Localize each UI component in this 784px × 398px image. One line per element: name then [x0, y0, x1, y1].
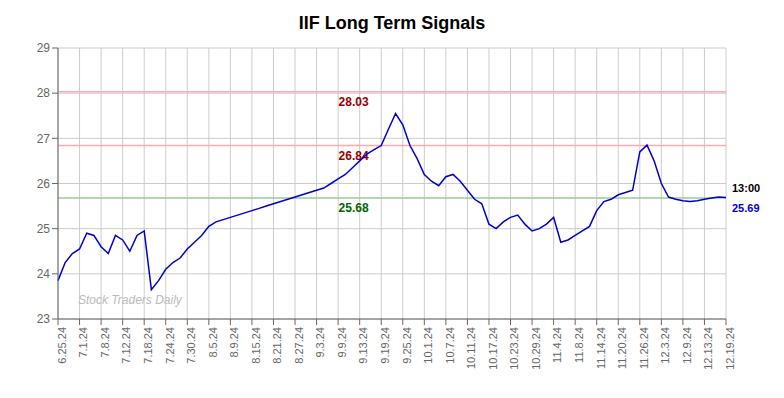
svg-text:10.17.24: 10.17.24 [487, 327, 499, 370]
svg-text:11.26.24: 11.26.24 [638, 327, 650, 369]
svg-text:27: 27 [37, 132, 51, 146]
svg-text:24: 24 [37, 267, 51, 281]
svg-text:11.4.24: 11.4.24 [551, 327, 563, 363]
svg-text:10.23.24: 10.23.24 [508, 327, 520, 370]
svg-text:25.69: 25.69 [732, 202, 760, 214]
svg-text:10.1.24: 10.1.24 [422, 327, 434, 364]
svg-text:11.8.24: 11.8.24 [573, 327, 585, 363]
svg-text:28: 28 [37, 86, 51, 100]
svg-text:9.3.24: 9.3.24 [314, 327, 326, 358]
svg-text:8.21.24: 8.21.24 [271, 327, 283, 364]
svg-text:9.19.24: 9.19.24 [379, 327, 391, 364]
svg-text:7.18.24: 7.18.24 [142, 327, 154, 364]
html-text:IIF Long Term Signals: IIF Long Term Signals [298, 13, 486, 33]
svg-text:12.19.24: 12.19.24 [724, 327, 736, 370]
svg-text:12.3.24: 12.3.24 [659, 327, 671, 364]
svg-text:9.13.24: 9.13.24 [357, 327, 369, 364]
svg-text:10.7.24: 10.7.24 [444, 327, 456, 364]
svg-text:7.1.24: 7.1.24 [77, 327, 89, 358]
svg-text:9.25.24: 9.25.24 [401, 327, 413, 364]
svg-text:25: 25 [37, 222, 51, 236]
svg-text:8.9.24: 8.9.24 [228, 327, 240, 358]
svg-text:26.84: 26.84 [338, 148, 369, 163]
svg-text:13:00: 13:00 [732, 182, 760, 194]
svg-text:8.27.24: 8.27.24 [293, 327, 305, 364]
svg-text:23: 23 [37, 312, 51, 326]
svg-text:26: 26 [37, 177, 51, 191]
svg-text:7.30.24: 7.30.24 [185, 327, 197, 364]
svg-text:8.5.24: 8.5.24 [207, 327, 219, 358]
svg-text:29: 29 [37, 41, 51, 55]
svg-text:11.14.24: 11.14.24 [595, 327, 607, 369]
svg-text:10.11.24: 10.11.24 [465, 327, 477, 369]
svg-text:7.12.24: 7.12.24 [120, 327, 132, 364]
svg-text:7.24.24: 7.24.24 [164, 327, 176, 364]
svg-text:9.9.24: 9.9.24 [336, 327, 348, 358]
svg-text:25.68: 25.68 [339, 201, 369, 215]
svg-text:8.15.24: 8.15.24 [250, 327, 262, 364]
svg-text:12.9.24: 12.9.24 [681, 327, 693, 364]
svg-text:11.20.24: 11.20.24 [616, 327, 628, 369]
html-text:Stock Traders Daily: Stock Traders Daily [78, 293, 182, 307]
svg-text:12.13.24: 12.13.24 [702, 327, 714, 370]
svg-text:10.29.24: 10.29.24 [530, 327, 542, 370]
svg-text:7.8.24: 7.8.24 [99, 327, 111, 358]
svg-text:28.03: 28.03 [339, 95, 369, 109]
svg-text:6.25.24: 6.25.24 [56, 327, 68, 364]
